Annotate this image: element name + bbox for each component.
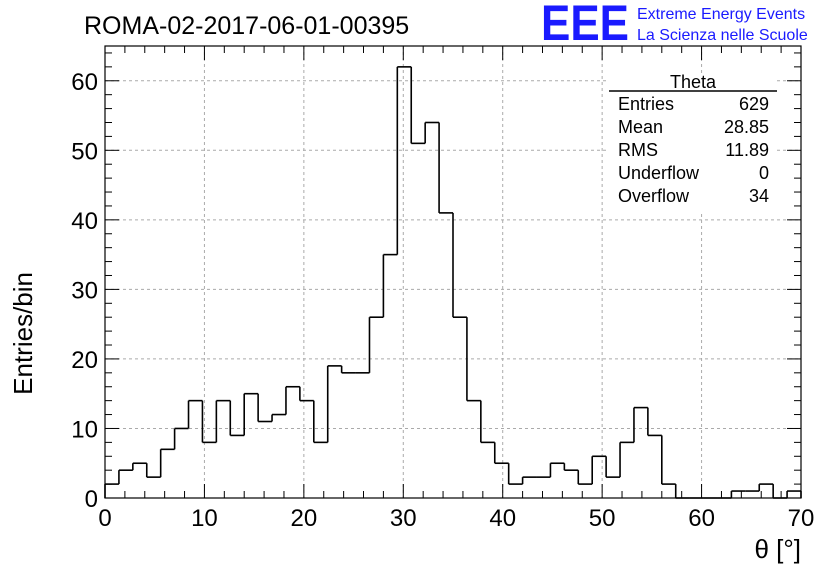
stats-row-value: 34 — [749, 186, 769, 206]
stats-row-value: 629 — [739, 94, 769, 114]
x-tick-labels: 0 10 20 30 40 50 60 70 — [98, 505, 814, 532]
y-tick-label: 10 — [71, 416, 98, 443]
x-tick-label: 30 — [390, 505, 417, 532]
x-tick-label: 20 — [291, 505, 318, 532]
logo-mark: EEE — [541, 0, 629, 51]
y-tick-label: 20 — [71, 347, 98, 374]
x-tick-label: 0 — [98, 505, 111, 532]
x-tick-label: 40 — [489, 505, 516, 532]
stats-row-value: 11.89 — [725, 140, 769, 160]
logo-line-1: Extreme Energy Events — [637, 6, 805, 23]
chart-title: ROMA-02-2017-06-01-00395 — [84, 12, 409, 40]
x-tick-label: 50 — [589, 505, 616, 532]
stats-row-label: RMS — [618, 140, 658, 160]
y-axis-title: Entries/bin — [8, 272, 38, 395]
stats-box: Theta Entries 629 Mean 28.85 RMS 11.89 Underfl… — [609, 72, 777, 212]
plot-frame — [104, 45, 802, 499]
stats-row-label: Mean — [618, 117, 663, 137]
y-tick-label: 60 — [71, 69, 98, 96]
stats-rows: Entries 629 Mean 28.85 RMS 11.89 Underflow 0 Ove… — [618, 94, 769, 206]
histogram-series — [104, 66, 802, 499]
stats-row-label: Underflow — [618, 163, 700, 183]
y-tick-label: 50 — [71, 138, 98, 165]
stats-row-label: Overflow — [618, 186, 690, 206]
stats-box-title: Theta — [670, 72, 717, 92]
y-tick-label: 30 — [71, 277, 98, 304]
x-tick-label: 70 — [788, 505, 815, 532]
y-tick-label: 0 — [85, 486, 98, 513]
x-axis-title: θ [°] — [754, 534, 801, 564]
x-tick-label: 10 — [191, 505, 218, 532]
stats-row-label: Entries — [618, 94, 674, 114]
stats-box-background — [609, 74, 777, 212]
y-tick-label: 40 — [71, 208, 98, 235]
eee-logo: EEE Extreme Energy Events La Scienza nel… — [541, 0, 808, 51]
logo-line-2: La Scienza nelle Scuole — [637, 27, 808, 44]
stats-row-value: 28.85 — [724, 117, 769, 137]
x-tick-label: 60 — [688, 505, 715, 532]
y-tick-labels: 0 10 20 30 40 50 60 — [71, 69, 98, 513]
stats-row-value: 0 — [759, 163, 769, 183]
axis-ticks — [104, 46, 802, 499]
